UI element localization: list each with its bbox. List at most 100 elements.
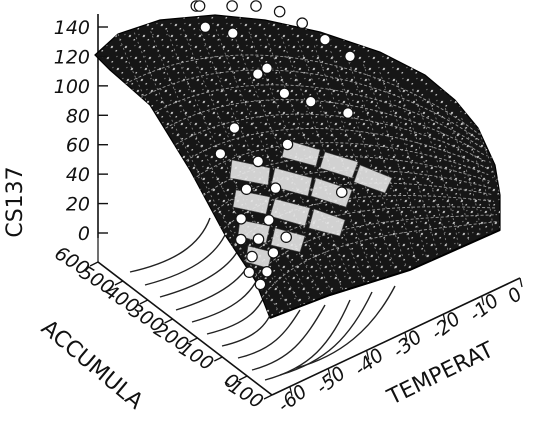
y-tick-mark <box>164 318 173 324</box>
x-tick-label: -20 <box>427 308 465 344</box>
y-tick-mark <box>263 394 273 400</box>
data-point <box>251 68 264 80</box>
y-tick-mark <box>189 337 198 343</box>
x-tick-mark <box>442 314 446 324</box>
data-point <box>304 95 317 108</box>
data-point <box>269 182 282 194</box>
data-point <box>193 0 206 12</box>
data-point <box>246 250 258 263</box>
y-tick-mark <box>139 299 149 305</box>
surface-grid-line <box>248 31 355 287</box>
surface-grid-line <box>152 99 485 156</box>
data-point <box>243 266 256 278</box>
surface-grid-line <box>412 89 459 247</box>
surface-grid-line <box>199 29 323 299</box>
floor-contours <box>129 217 396 381</box>
data-point <box>254 278 267 291</box>
data-point <box>214 148 227 160</box>
surface-grid-line <box>330 51 407 267</box>
x-tick-label: -30 <box>389 326 427 362</box>
surface-grid-line <box>141 84 483 149</box>
observed-points <box>190 0 356 291</box>
surface-grid-line <box>395 80 449 251</box>
x-tick-label: -10 <box>465 290 503 326</box>
z-axis-ticks: 0 20 40 60 80 100 120 140 <box>54 17 108 245</box>
surface-grid-line <box>131 69 482 142</box>
surface-grid-line <box>258 220 499 302</box>
x-tick-mark <box>289 386 293 397</box>
response-surface <box>94 14 501 319</box>
data-point <box>261 62 273 74</box>
data-point <box>250 0 262 12</box>
surface-grid-line <box>363 64 428 259</box>
y-tick-mark <box>213 356 223 362</box>
y-axis-line <box>97 261 273 396</box>
surface-cell <box>270 167 313 197</box>
z-tick-label: 80 <box>66 105 90 127</box>
data-point <box>252 233 265 245</box>
data-point <box>335 186 348 198</box>
y-axis-label: ACCUMULA <box>36 315 147 414</box>
surface-grid-line <box>248 214 498 286</box>
z-tick-label: 40 <box>66 164 90 186</box>
data-point <box>227 27 239 39</box>
surface-grid-line <box>297 40 386 275</box>
data-point <box>280 231 292 243</box>
contour-line <box>237 309 301 359</box>
x-tick-mark <box>519 277 523 288</box>
surface-grid-line <box>346 57 417 263</box>
surface-front-edge <box>269 229 501 319</box>
x-tick-label: 0 <box>504 283 527 308</box>
x-tick-label: -40 <box>350 344 388 380</box>
data-point <box>240 183 253 195</box>
surface-grid-line <box>281 36 375 279</box>
surface-grid-line <box>163 113 486 162</box>
surface-cell <box>353 164 393 194</box>
surface-grid-line <box>216 182 493 236</box>
data-point <box>235 233 247 246</box>
surface-grid-line <box>379 71 438 255</box>
data-point <box>319 33 331 46</box>
axes-frame <box>97 14 521 396</box>
z-tick-label: 140 <box>54 17 90 39</box>
data-point <box>226 0 238 12</box>
contour-line <box>144 221 231 286</box>
data-point <box>273 5 286 18</box>
data-point <box>262 214 275 226</box>
y-tick-mark <box>89 261 99 267</box>
data-point <box>261 265 273 278</box>
x-tick-mark <box>366 350 370 360</box>
surface-grid-line <box>173 128 487 170</box>
surface-cell <box>269 198 311 227</box>
surface-grid-line <box>183 29 313 303</box>
data-point <box>235 213 247 225</box>
surface-grid-line <box>232 30 344 291</box>
z-tick-label: 120 <box>54 46 90 68</box>
surface-cell <box>310 177 353 208</box>
x-tick-mark <box>481 296 485 306</box>
contour-line <box>279 291 373 376</box>
surface-cell <box>308 208 346 237</box>
surface-grid <box>117 29 500 318</box>
contour-line <box>264 299 351 381</box>
surface-grid-line <box>150 31 292 311</box>
surface-grid-line <box>215 29 334 295</box>
y-tick-mark <box>238 375 248 381</box>
y-tick-mark <box>114 280 124 286</box>
x-tick-mark <box>327 368 331 378</box>
surface-cell <box>319 151 359 179</box>
x-tick-label: -60 <box>274 380 312 416</box>
surface-texture <box>95 15 500 318</box>
z-tick-label: 0 <box>78 223 90 245</box>
surface-grid-line <box>444 108 481 239</box>
data-point <box>344 50 356 63</box>
data-point <box>281 138 294 151</box>
contour-line <box>295 285 396 369</box>
data-point <box>267 247 280 259</box>
x-tick-mark <box>404 332 408 342</box>
data-point <box>296 17 308 29</box>
surface-cell <box>232 189 271 215</box>
